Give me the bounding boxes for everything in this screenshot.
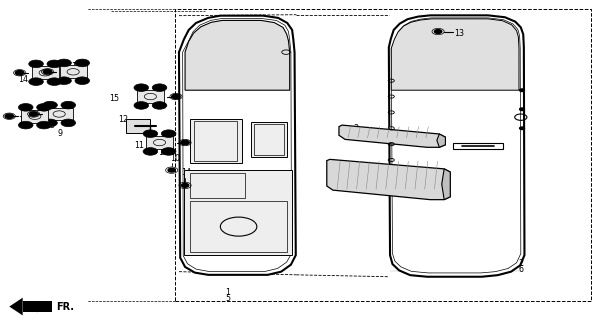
Text: 6: 6: [518, 265, 524, 274]
Circle shape: [43, 69, 52, 74]
Polygon shape: [179, 16, 296, 275]
Circle shape: [143, 148, 158, 155]
Text: 7: 7: [353, 132, 358, 141]
Circle shape: [75, 59, 90, 67]
Circle shape: [61, 101, 76, 109]
Circle shape: [29, 78, 43, 85]
Polygon shape: [21, 110, 48, 123]
Polygon shape: [46, 108, 73, 120]
Circle shape: [172, 94, 180, 99]
Text: 15: 15: [45, 121, 56, 130]
Text: 15: 15: [109, 94, 120, 103]
Text: 9: 9: [140, 100, 145, 109]
Polygon shape: [32, 67, 59, 79]
Polygon shape: [60, 66, 87, 78]
Text: 14: 14: [18, 116, 29, 125]
Circle shape: [168, 168, 175, 172]
Circle shape: [57, 77, 71, 84]
Polygon shape: [23, 301, 52, 312]
Text: 16: 16: [126, 121, 136, 130]
Text: 14: 14: [181, 168, 191, 177]
Text: 10: 10: [170, 154, 180, 163]
Circle shape: [43, 119, 57, 127]
Circle shape: [161, 130, 176, 138]
Circle shape: [519, 89, 524, 92]
Circle shape: [37, 104, 51, 111]
Circle shape: [47, 60, 62, 68]
Polygon shape: [185, 20, 290, 90]
Circle shape: [5, 114, 13, 118]
Text: 15: 15: [158, 148, 169, 156]
Circle shape: [181, 183, 189, 187]
Text: 4: 4: [373, 170, 379, 179]
Text: 13: 13: [455, 28, 464, 38]
Circle shape: [134, 102, 148, 109]
Circle shape: [434, 30, 442, 33]
Polygon shape: [391, 19, 519, 90]
Circle shape: [61, 119, 76, 127]
Polygon shape: [327, 159, 450, 200]
Text: 8: 8: [373, 178, 379, 187]
Text: 3: 3: [353, 124, 358, 133]
Polygon shape: [437, 134, 445, 147]
Circle shape: [29, 60, 43, 68]
Circle shape: [152, 102, 167, 109]
Circle shape: [134, 84, 148, 92]
Text: 1: 1: [225, 288, 230, 297]
Polygon shape: [9, 298, 23, 316]
Text: 9: 9: [57, 129, 62, 138]
Circle shape: [18, 121, 33, 129]
Circle shape: [47, 78, 62, 85]
Circle shape: [18, 104, 33, 111]
Polygon shape: [137, 90, 164, 103]
Polygon shape: [190, 119, 241, 163]
Polygon shape: [453, 142, 503, 149]
Circle shape: [75, 77, 90, 84]
Polygon shape: [251, 122, 287, 157]
Text: 2: 2: [518, 259, 524, 268]
Polygon shape: [126, 119, 150, 133]
Circle shape: [181, 140, 189, 145]
Circle shape: [57, 59, 71, 67]
Polygon shape: [442, 169, 450, 200]
Circle shape: [161, 148, 176, 155]
Text: FR.: FR.: [56, 301, 74, 312]
Polygon shape: [184, 170, 292, 255]
Circle shape: [43, 101, 57, 109]
Text: 10: 10: [71, 62, 81, 71]
Circle shape: [519, 127, 524, 130]
Circle shape: [152, 84, 167, 92]
Circle shape: [37, 121, 51, 129]
Text: 11: 11: [134, 141, 144, 150]
Text: 5: 5: [225, 294, 230, 303]
Text: 14: 14: [187, 186, 197, 195]
Circle shape: [29, 112, 38, 116]
Text: 14: 14: [18, 75, 29, 84]
Circle shape: [15, 70, 24, 75]
Polygon shape: [389, 15, 524, 277]
Circle shape: [519, 108, 524, 110]
Polygon shape: [146, 136, 173, 149]
Text: 15: 15: [45, 75, 56, 84]
Circle shape: [143, 130, 158, 138]
Polygon shape: [339, 125, 445, 147]
Text: 12: 12: [118, 115, 128, 124]
